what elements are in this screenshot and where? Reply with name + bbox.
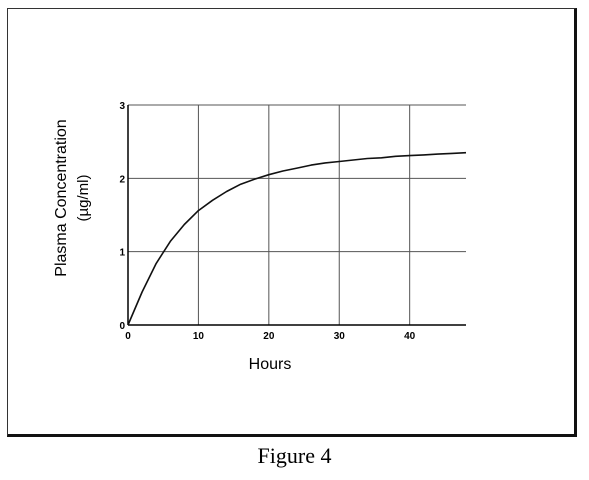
concentration-curve (127, 151, 467, 326)
y-tick-label: 1 (119, 248, 125, 259)
x-tick-label: 10 (193, 331, 205, 342)
y-tick-label: 0 (119, 321, 125, 332)
x-tick-label: 40 (404, 331, 416, 342)
x-tick-label: 30 (334, 331, 346, 342)
x-tick-label: 0 (125, 331, 131, 342)
y-tick-label: 3 (119, 101, 125, 112)
y-axis-label: Plasma Concentration (53, 119, 70, 276)
figure-frame (7, 8, 577, 437)
figure-caption: Figure 4 (257, 443, 332, 468)
y-axis-unit-label: (µg/ml) (75, 175, 92, 222)
x-tick-label: 20 (263, 331, 275, 342)
y-tick-label: 2 (119, 174, 125, 185)
x-axis-label: Hours (249, 356, 292, 373)
